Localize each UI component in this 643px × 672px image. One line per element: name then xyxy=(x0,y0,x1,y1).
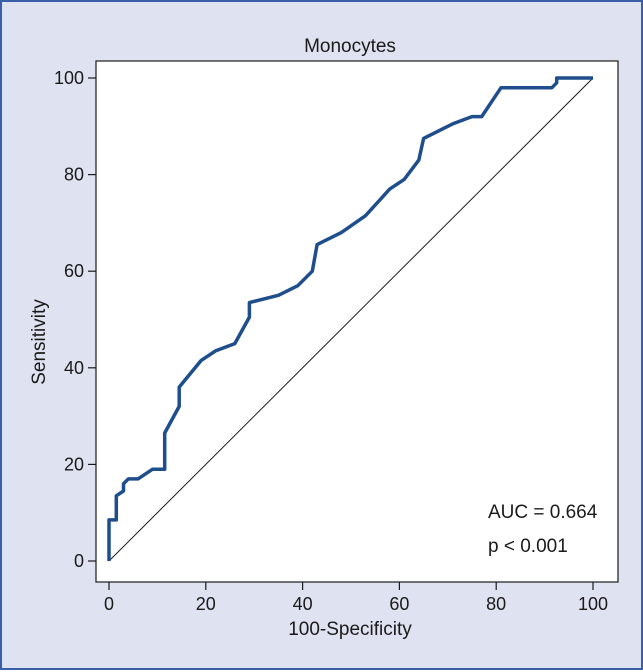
y-tick-label-100: 100 xyxy=(54,68,84,88)
roc-curve-line xyxy=(107,76,593,561)
x-axis-title: 100-Specificity xyxy=(288,619,412,640)
chart-title: Monocytes xyxy=(304,36,396,57)
p-value-annotation: p < 0.001 xyxy=(488,536,568,557)
plot-area xyxy=(95,60,619,583)
reference-diagonal-line xyxy=(108,77,594,562)
x-tick-label-60: 60 xyxy=(389,594,409,614)
x-tick-label-40: 40 xyxy=(293,594,313,614)
x-tick-label-100: 100 xyxy=(578,594,608,614)
y-tick-label-20: 20 xyxy=(64,454,84,474)
axis-ticks xyxy=(88,77,594,590)
x-tick-label-80: 80 xyxy=(486,594,506,614)
y-tick-label-60: 60 xyxy=(64,261,84,281)
auc-annotation: AUC = 0.664 xyxy=(488,502,598,523)
x-tick-label-20: 20 xyxy=(196,594,216,614)
y-tick-label-40: 40 xyxy=(64,358,84,378)
y-tick-label-80: 80 xyxy=(64,165,84,185)
y-tick-label-0: 0 xyxy=(74,551,84,571)
x-tick-label-0: 0 xyxy=(104,594,114,614)
y-axis-title: Sensitivity xyxy=(29,299,50,385)
axis-tick-labels: 0 20 40 60 80 100 0 20 40 60 80 100 xyxy=(54,68,608,614)
